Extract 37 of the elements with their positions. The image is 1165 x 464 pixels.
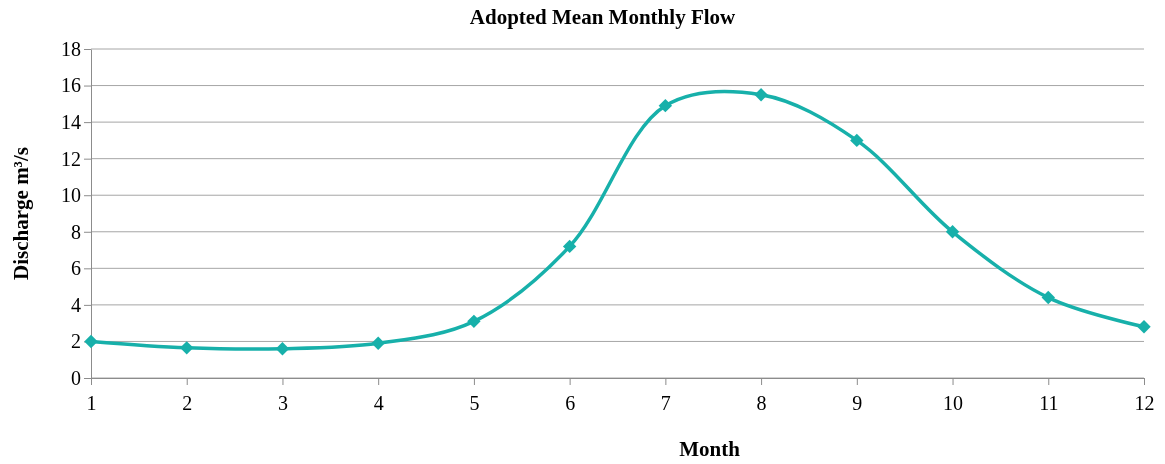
point (945, 225, 960, 239)
x-tick-label: 8 (756, 392, 767, 414)
x-tick-label: 11 (1039, 392, 1059, 414)
point (467, 314, 481, 329)
y-tick-label: 14 (61, 111, 81, 134)
y-tick-label: 10 (61, 184, 81, 207)
point (371, 336, 385, 350)
chart-title: Adopted Mean Monthly Flow (469, 5, 737, 29)
x-tick-label: 2 (182, 392, 193, 414)
x-tick-label: 12 (1134, 392, 1155, 414)
x-tick-label: 5 (469, 392, 480, 414)
y-tick-label: 6 (71, 257, 81, 280)
y-tick-label: 16 (61, 74, 81, 97)
x-tick-label: 6 (565, 392, 576, 414)
y-tick-label: 0 (71, 366, 81, 389)
x-tick-label: 7 (660, 392, 671, 414)
x-tick-label: 10 (943, 392, 964, 414)
point (1137, 320, 1151, 334)
y-tick-label: 4 (71, 293, 81, 316)
y-tick-label: 8 (71, 220, 81, 243)
x-tick-label: 4 (373, 392, 384, 414)
point (754, 87, 768, 102)
point (658, 98, 673, 113)
x-tick-label: 3 (277, 392, 288, 414)
x-tick-label: 1 (86, 392, 97, 414)
y-tick-label: 18 (61, 37, 81, 60)
y-tick-label: 12 (61, 147, 81, 170)
point (1041, 290, 1055, 305)
x-tick-label: 9 (852, 392, 863, 414)
x-axis-title: Month (679, 437, 741, 461)
point (275, 342, 290, 356)
y-tick-label: 2 (71, 330, 81, 353)
point (850, 133, 864, 148)
point (180, 341, 194, 355)
y-axis-title: Discharge m³/s (9, 147, 33, 280)
point (84, 334, 98, 349)
point (562, 239, 577, 254)
